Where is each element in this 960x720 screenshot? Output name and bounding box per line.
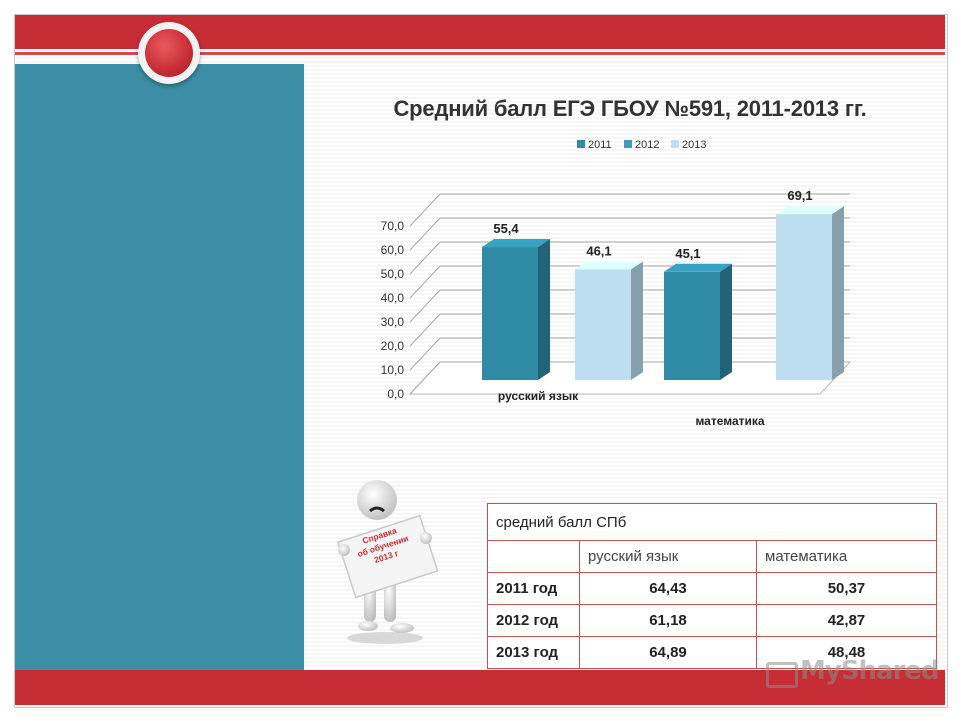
bar-front <box>482 247 538 380</box>
data-label: 69,1 <box>787 188 812 203</box>
table-row: 2012 год 61,18 42,87 <box>487 604 937 637</box>
table-cell: 64,89 <box>579 636 757 669</box>
y-tick-label: 70,0 <box>381 219 405 233</box>
presentation-board-icon <box>766 662 798 688</box>
table-cell: 61,18 <box>579 604 757 637</box>
y-tick-label: 40,0 <box>381 291 405 305</box>
legend-swatch <box>624 140 632 148</box>
bar-front <box>664 271 720 380</box>
y-tick-label: 60,0 <box>381 243 405 257</box>
bar-top <box>575 261 643 270</box>
legend-label: 2011 <box>588 139 612 151</box>
figure-shadow <box>347 632 423 644</box>
legend-label: 2013 <box>682 139 706 151</box>
figure-foot-right <box>390 623 414 633</box>
data-label: 55,4 <box>493 221 519 236</box>
y-tick-label: 30,0 <box>381 315 405 329</box>
figure-hand-left <box>338 544 350 556</box>
bar-front <box>575 269 631 380</box>
gridline <box>409 241 850 275</box>
legend-swatch <box>577 140 585 148</box>
gridline <box>409 193 850 227</box>
figure-illustration <box>336 480 439 644</box>
side-panel <box>15 64 304 670</box>
legend-label: 2012 <box>635 139 659 151</box>
header-rule <box>15 52 945 55</box>
table-row: 2011 год 64,43 50,37 <box>487 572 937 605</box>
legend-swatch <box>671 140 679 148</box>
bar-side <box>832 206 844 380</box>
bar-top <box>776 206 844 215</box>
figure-hand-right <box>420 532 432 544</box>
spb-table: средний балл СПб русский язык математика… <box>487 503 937 669</box>
row-label: 2013 год <box>487 636 580 669</box>
table-cell: 42,87 <box>756 604 937 637</box>
figure-foot-left <box>358 621 378 631</box>
table-header: русский язык <box>579 540 757 573</box>
bar-front <box>776 214 832 380</box>
bar-side <box>631 261 643 380</box>
y-tick-label: 20,0 <box>381 339 405 353</box>
table-cell: 50,37 <box>756 572 937 605</box>
frown-icon <box>369 506 385 513</box>
bar-top <box>664 263 732 272</box>
data-label: 45,1 <box>675 246 700 261</box>
row-label: 2011 год <box>487 572 580 605</box>
slide-title: Средний балл ЕГЭ ГБОУ №591, 2011-2013 гг… <box>393 96 867 121</box>
table-cell: 64,43 <box>579 572 757 605</box>
gridline <box>409 217 850 251</box>
table-caption: средний балл СПб <box>487 503 937 541</box>
bar-side <box>538 239 550 380</box>
badge-red-dot <box>145 29 193 77</box>
bar-top <box>482 239 550 248</box>
bar-side <box>720 263 732 380</box>
y-tick-label: 10,0 <box>381 363 405 377</box>
watermark-text: MyShared <box>800 656 940 686</box>
y-tick-label: 50,0 <box>381 267 405 281</box>
figure-head <box>357 480 397 520</box>
table-header: математика <box>756 540 937 573</box>
y-tick-label: 0,0 <box>387 387 404 401</box>
category-label: математика <box>695 414 764 428</box>
data-label: 46,1 <box>586 243 611 258</box>
table-header <box>487 540 580 573</box>
category-label: русский язык <box>498 389 579 403</box>
row-label: 2012 год <box>487 604 580 637</box>
